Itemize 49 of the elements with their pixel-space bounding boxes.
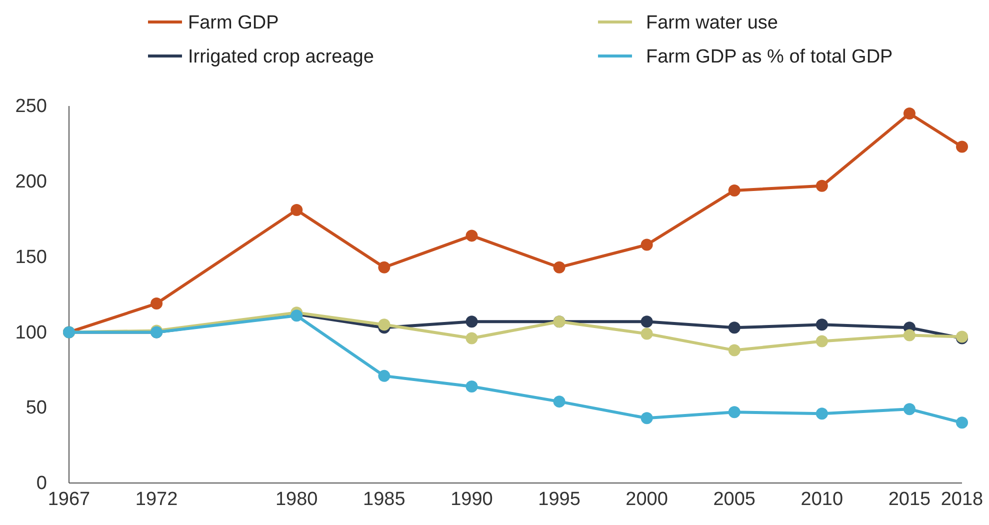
legend-label: Farm water use	[646, 12, 778, 34]
point	[553, 396, 566, 408]
y-tick-label: 250	[15, 96, 47, 118]
point	[640, 412, 653, 424]
point	[466, 380, 478, 392]
point	[728, 184, 740, 196]
legend-label: Irrigated crop acreage	[188, 46, 374, 68]
y-tick-label: 50	[26, 398, 47, 419]
point	[640, 238, 653, 251]
point	[378, 370, 390, 382]
x-tick-label: 2015	[888, 489, 931, 510]
point	[956, 140, 968, 153]
point	[378, 261, 390, 274]
point	[553, 261, 566, 274]
point	[728, 322, 740, 334]
y-tick-label: 200	[15, 171, 47, 192]
x-tick-label: 2010	[800, 489, 844, 510]
point	[466, 332, 478, 344]
point	[956, 416, 968, 429]
point	[816, 408, 828, 420]
point	[728, 344, 740, 356]
y-tick-label: 0	[36, 473, 47, 494]
point	[728, 406, 740, 418]
point	[903, 108, 916, 120]
point	[816, 335, 828, 348]
point	[816, 318, 828, 331]
x-tick-label: 1972	[135, 489, 178, 510]
x-tick-label: 2000	[626, 489, 668, 510]
point	[640, 316, 653, 328]
point	[150, 298, 163, 310]
point	[816, 180, 828, 192]
point	[290, 204, 303, 216]
point	[903, 329, 916, 342]
x-tick-label: 1967	[48, 489, 90, 510]
y-tick-label: 150	[15, 246, 47, 268]
point	[466, 316, 478, 328]
legend-label: Farm GDP	[188, 12, 279, 34]
x-tick-label: 1985	[363, 489, 406, 510]
point	[640, 328, 653, 340]
y-tick-label: 100	[15, 322, 47, 344]
x-tick-label: 1990	[450, 489, 493, 510]
point	[466, 230, 478, 242]
x-tick-label: 1980	[275, 489, 318, 510]
point	[378, 318, 390, 331]
x-tick-label: 1995	[538, 489, 580, 510]
x-tick-label: 2018	[940, 489, 984, 510]
legend-label: Farm GDP as % of total GDP	[646, 46, 893, 68]
x-tick-label: 2005	[713, 489, 756, 510]
point	[903, 403, 916, 416]
